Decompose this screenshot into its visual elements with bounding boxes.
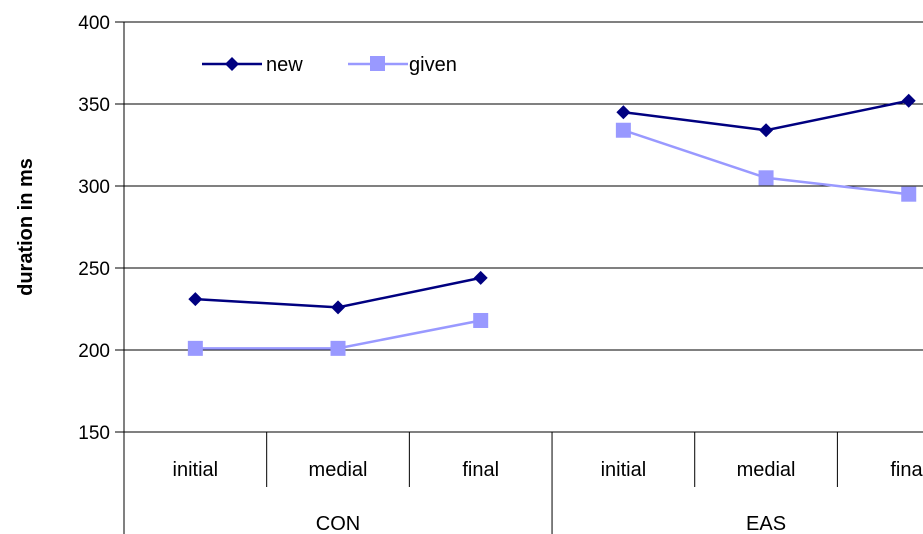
point-given-2 bbox=[473, 312, 489, 328]
series-layer bbox=[187, 93, 917, 356]
point-given-0 bbox=[187, 340, 203, 356]
y-tick-label-400: 400 bbox=[78, 13, 110, 34]
point-new-3 bbox=[616, 105, 631, 120]
x-tick-label-3: initial bbox=[601, 459, 647, 481]
axes bbox=[115, 21, 923, 534]
y-tick-labels: 150 200 250 300 350 400 bbox=[78, 13, 110, 444]
y-tick-label-250: 250 bbox=[78, 259, 110, 280]
y-tick-label-300: 300 bbox=[78, 177, 110, 198]
y-tick-label-200: 200 bbox=[78, 341, 110, 362]
legend: new given bbox=[202, 54, 457, 76]
group-label-0: CON bbox=[316, 513, 360, 534]
point-new-1 bbox=[331, 300, 346, 315]
y-tick-label-150: 150 bbox=[78, 423, 110, 444]
y-axis-label: duration in ms bbox=[15, 158, 37, 296]
point-given-1 bbox=[330, 340, 346, 356]
point-new-4 bbox=[759, 123, 774, 138]
y-tick-label-350: 350 bbox=[78, 95, 110, 116]
category-labels: initial medial final initial medial final CON E… bbox=[173, 459, 923, 534]
legend-label-given: given bbox=[409, 54, 457, 76]
x-tick-label-1: medial bbox=[309, 459, 368, 481]
legend-marker-given bbox=[370, 56, 385, 71]
point-new-0 bbox=[188, 292, 203, 307]
point-given-5 bbox=[901, 186, 917, 202]
group-label-1: EAS bbox=[746, 513, 786, 534]
legend-label-new: new bbox=[266, 54, 303, 76]
x-tick-label-2: final bbox=[462, 459, 499, 481]
gridlines bbox=[124, 21, 923, 351]
x-tick-label-0: initial bbox=[173, 459, 219, 481]
point-new-2 bbox=[473, 270, 488, 285]
point-given-3 bbox=[615, 122, 631, 138]
point-new-5 bbox=[901, 93, 916, 108]
point-given-4 bbox=[758, 170, 774, 186]
x-tick-label-5: final bbox=[890, 459, 923, 481]
legend-marker-new bbox=[225, 57, 239, 71]
x-tick-label-4: medial bbox=[737, 459, 796, 481]
